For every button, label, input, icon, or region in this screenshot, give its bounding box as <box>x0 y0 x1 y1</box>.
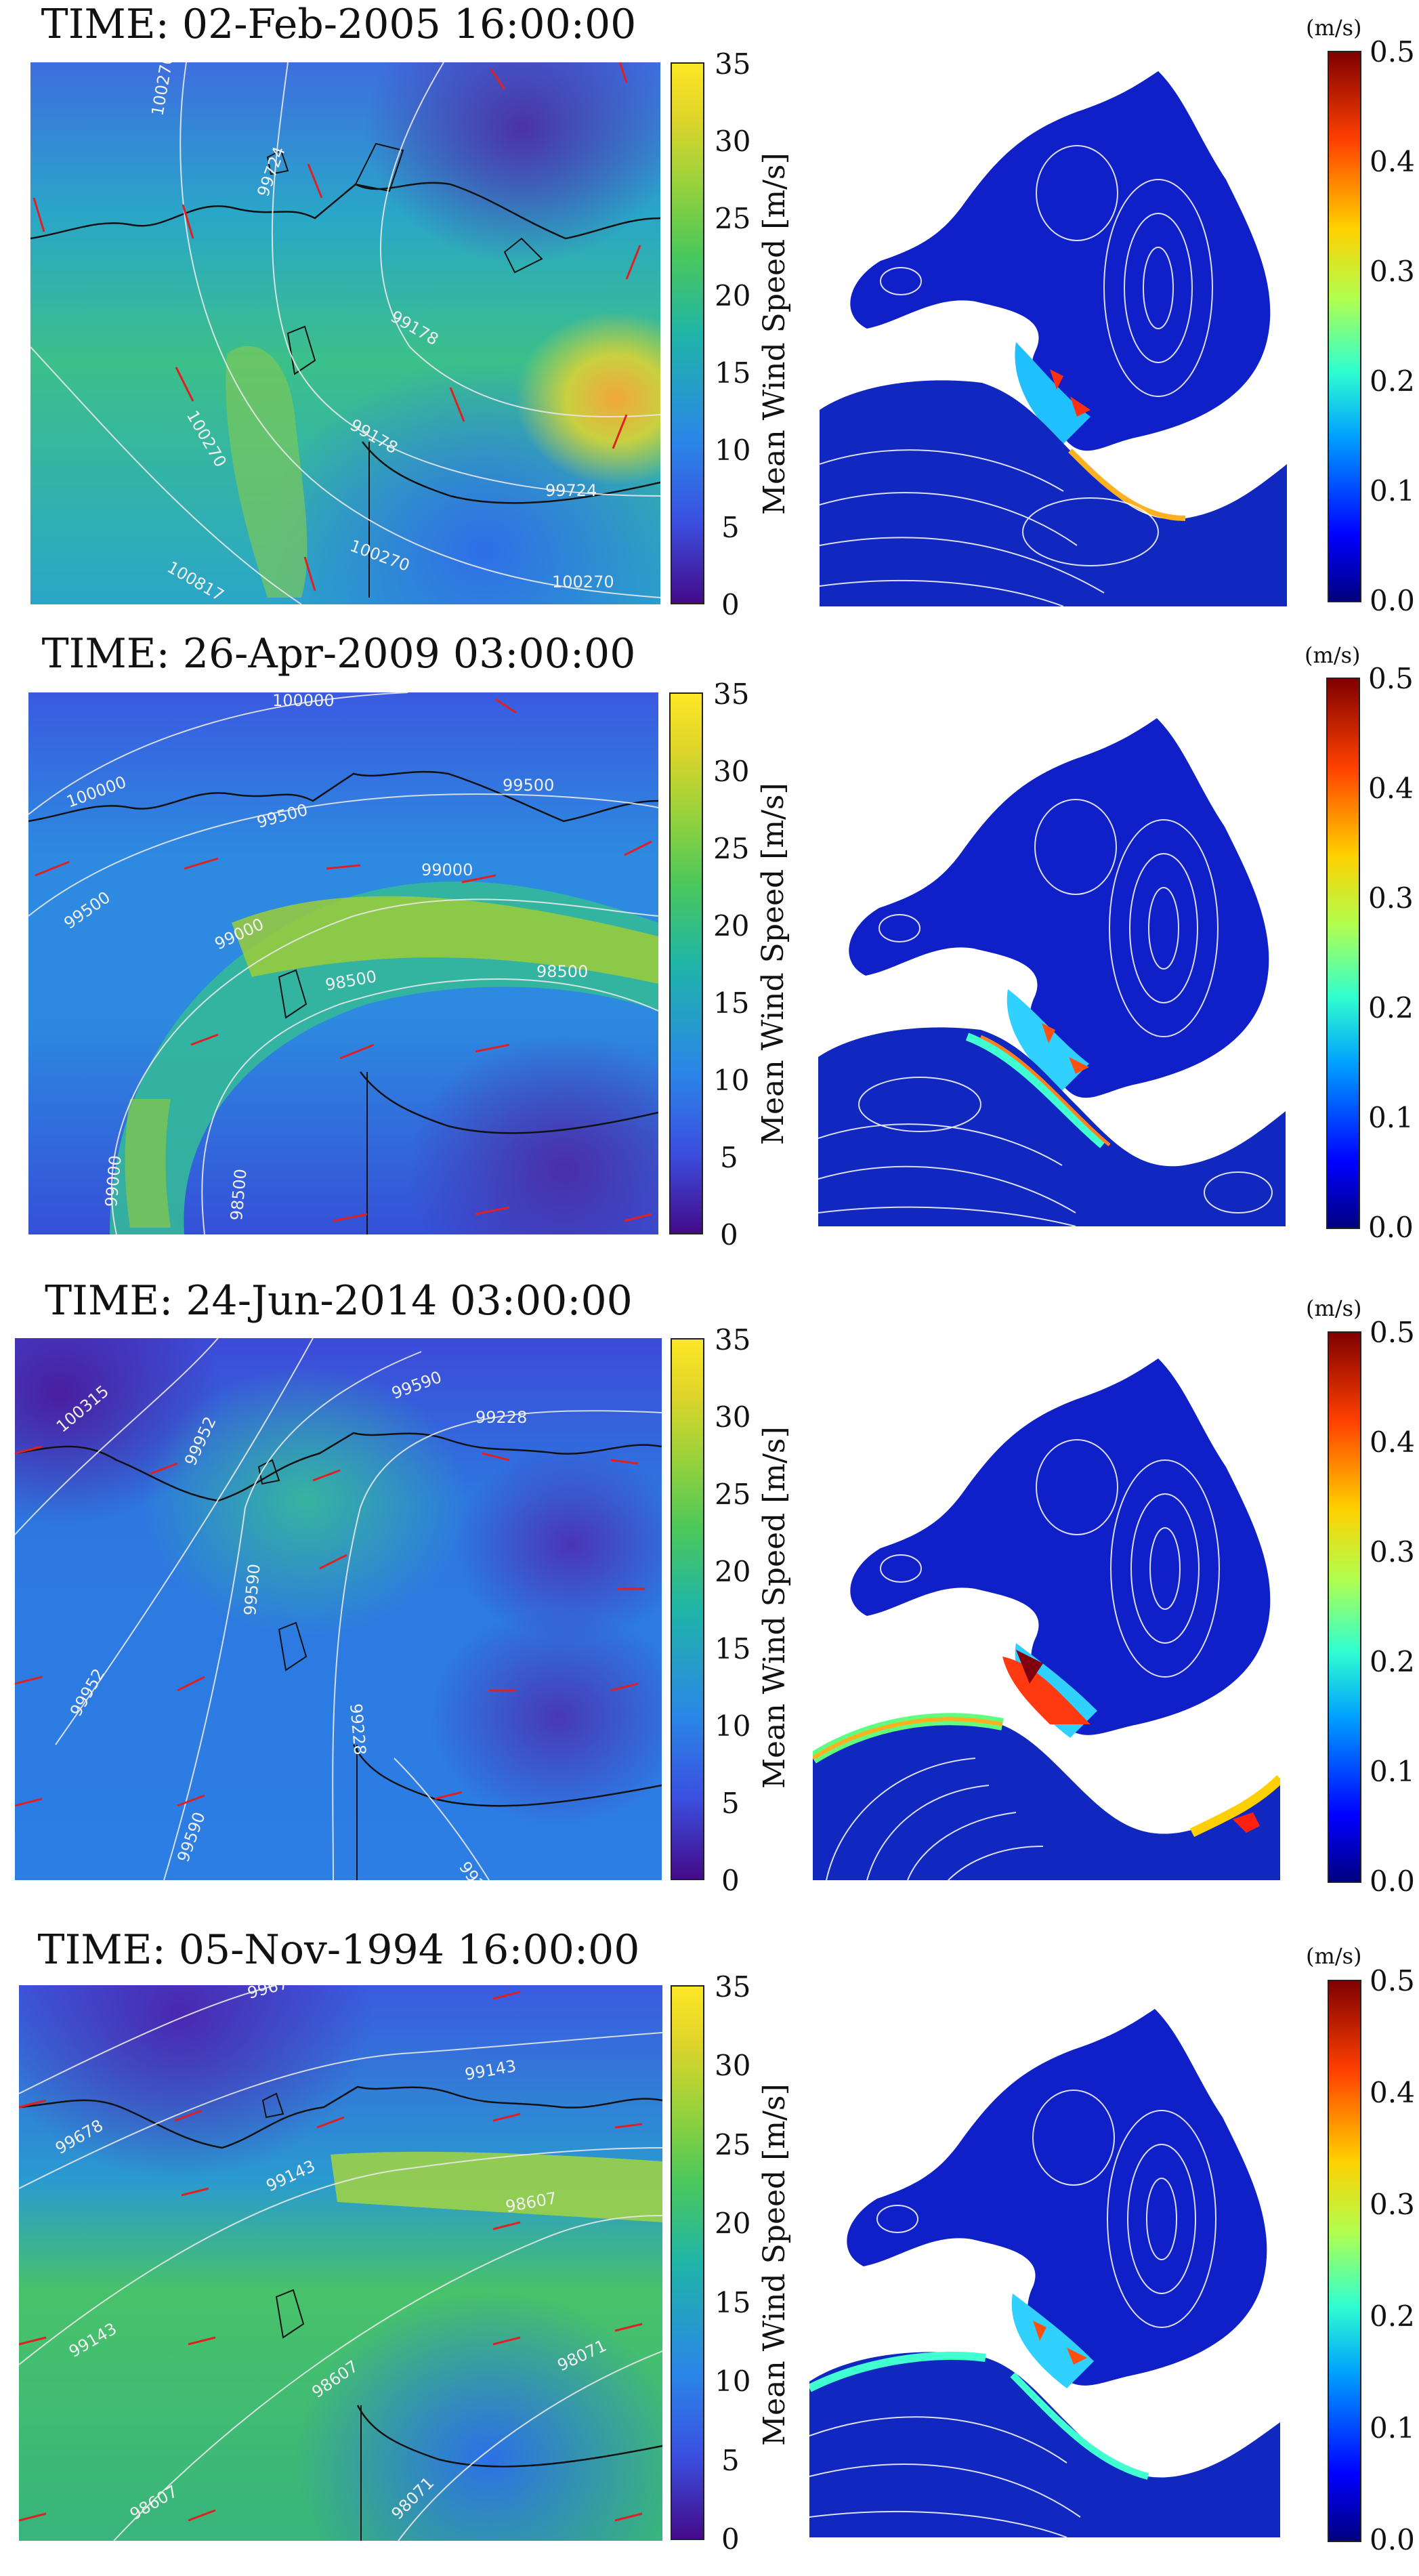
wind-tick: 5 <box>720 1141 738 1174</box>
current-tick: 0.4 <box>1370 1426 1415 1459</box>
current-tick: 0.2 <box>1370 365 1415 398</box>
svg-text:99000: 99000 <box>102 1155 125 1208</box>
panel-3-wind-colorbar-label: Mean Wind Speed [m/s] <box>757 1426 792 1789</box>
wind-tick: 25 <box>715 1478 751 1511</box>
wind-tick: 10 <box>715 434 751 467</box>
svg-text:99228: 99228 <box>475 1408 527 1427</box>
wind-tick: 0 <box>721 1864 740 1897</box>
wind-tick: 25 <box>713 832 750 865</box>
wind-tick: 25 <box>715 2128 751 2161</box>
current-tick: 0.2 <box>1370 1645 1415 1678</box>
panel-2-wind-colorbar-label: Mean Wind Speed [m/s] <box>756 783 790 1145</box>
wind-tick: 0 <box>721 588 740 621</box>
panel-4-wind-colorbar <box>671 1985 704 2540</box>
svg-text:99590: 99590 <box>240 1563 264 1617</box>
current-tick: 0.2 <box>1368 991 1414 1024</box>
panel-4-current-unit: (m/s) <box>1306 1943 1362 1969</box>
current-tick: 0.1 <box>1370 1755 1415 1788</box>
current-tick: 0.4 <box>1370 2076 1415 2109</box>
current-tick: 0.0 <box>1370 1865 1415 1898</box>
svg-text:98500: 98500 <box>536 962 588 981</box>
wind-tick: 10 <box>715 1709 751 1743</box>
panel-3-current-unit: (m/s) <box>1306 1295 1362 1321</box>
current-tick: 0.4 <box>1368 772 1414 805</box>
svg-text:100270: 100270 <box>552 573 614 591</box>
wind-tick: 5 <box>721 511 740 544</box>
wind-tick: 35 <box>713 678 750 711</box>
wind-tick: 35 <box>715 47 751 81</box>
wind-tick: 10 <box>715 2365 751 2398</box>
current-tick: 0.5 <box>1370 1316 1415 1349</box>
panel-1-wind-colorbar-label: Mean Wind Speed [m/s] <box>757 152 792 515</box>
wind-tick: 0 <box>720 1218 738 1251</box>
current-tick: 0.0 <box>1370 584 1415 617</box>
wind-tick: 15 <box>713 986 750 1020</box>
wind-tick: 35 <box>715 1970 751 2003</box>
svg-text:100000: 100000 <box>272 692 335 710</box>
wind-tick: 10 <box>713 1064 750 1097</box>
panel-4-current-colorbar <box>1328 1980 1361 2542</box>
wind-tick: 5 <box>721 1787 740 1820</box>
wind-tick: 30 <box>715 1400 751 1434</box>
wind-tick: 20 <box>715 279 751 312</box>
wind-tick: 20 <box>715 2207 751 2240</box>
panel-4-time-title: TIME: 05-Nov-1994 16:00:00 <box>37 1926 640 1974</box>
wind-tick: 30 <box>715 125 751 158</box>
current-tick: 0.0 <box>1368 1211 1414 1244</box>
svg-text:99000: 99000 <box>421 860 473 879</box>
panel-2-current-map <box>818 718 1286 1226</box>
panel-2-time-title: TIME: 26-Apr-2009 03:00:00 <box>41 630 636 678</box>
panel-1-time-title: TIME: 02-Feb-2005 16:00:00 <box>41 1 637 48</box>
current-tick: 0.0 <box>1370 2523 1415 2556</box>
panel-1-wind-colorbar <box>671 62 704 604</box>
current-tick: 0.2 <box>1370 2300 1415 2333</box>
wind-tick: 15 <box>715 1632 751 1665</box>
panel-2-current-unit: (m/s) <box>1305 642 1361 668</box>
svg-text:99500: 99500 <box>503 776 554 795</box>
panel-1-current-colorbar <box>1328 51 1361 602</box>
panel-2-current-colorbar <box>1326 678 1360 1229</box>
current-tick: 0.3 <box>1368 881 1414 915</box>
current-tick: 0.5 <box>1370 35 1415 68</box>
current-tick: 0.1 <box>1370 474 1415 507</box>
current-tick: 0.3 <box>1370 1535 1415 1569</box>
svg-text:99228: 99228 <box>346 1703 370 1756</box>
current-tick: 0.3 <box>1370 255 1415 288</box>
current-tick: 0.4 <box>1370 145 1415 178</box>
panel-1-current-unit: (m/s) <box>1306 15 1362 41</box>
wind-tick: 5 <box>721 2444 740 2477</box>
panel-1-wind-map: 100270 99724 99178 100270 99178 99724 10… <box>30 62 660 604</box>
wind-tick: 35 <box>715 1323 751 1356</box>
current-tick: 0.5 <box>1370 1964 1415 1997</box>
svg-text:99724: 99724 <box>545 481 597 500</box>
current-tick: 0.3 <box>1370 2188 1415 2221</box>
panel-3-current-map <box>813 1358 1280 1880</box>
panel-2-wind-map: 100000 100000 99500 99500 99000 99500 99… <box>28 692 658 1234</box>
panel-2-wind-colorbar <box>669 692 703 1234</box>
panel-3-time-title: TIME: 24-Jun-2014 03:00:00 <box>45 1277 633 1325</box>
wind-tick: 30 <box>715 2049 751 2082</box>
wind-tick: 20 <box>715 1555 751 1588</box>
panel-3-current-colorbar <box>1328 1331 1361 1883</box>
panel-4-current-map <box>809 2009 1280 2537</box>
panel-4-wind-map: 9967 99678 99143 99143 98607 99143 98607… <box>19 1985 662 2541</box>
wind-tick: 0 <box>721 2522 740 2556</box>
current-tick: 0.1 <box>1370 2411 1415 2445</box>
panel-3-wind-colorbar <box>671 1338 704 1880</box>
wind-tick: 30 <box>713 755 750 788</box>
panel-1-current-map <box>820 71 1287 606</box>
svg-text:98500: 98500 <box>227 1168 251 1222</box>
panel-3-wind-map: 100315 99952 99590 99228 99590 99228 999… <box>15 1338 662 1880</box>
wind-tick: 20 <box>713 909 750 942</box>
wind-tick: 15 <box>715 2286 751 2319</box>
current-tick: 0.5 <box>1368 662 1414 695</box>
panel-4-wind-colorbar-label: Mean Wind Speed [m/s] <box>757 2083 792 2446</box>
wind-tick: 15 <box>715 356 751 390</box>
wind-tick: 25 <box>715 202 751 235</box>
current-tick: 0.1 <box>1368 1101 1414 1134</box>
